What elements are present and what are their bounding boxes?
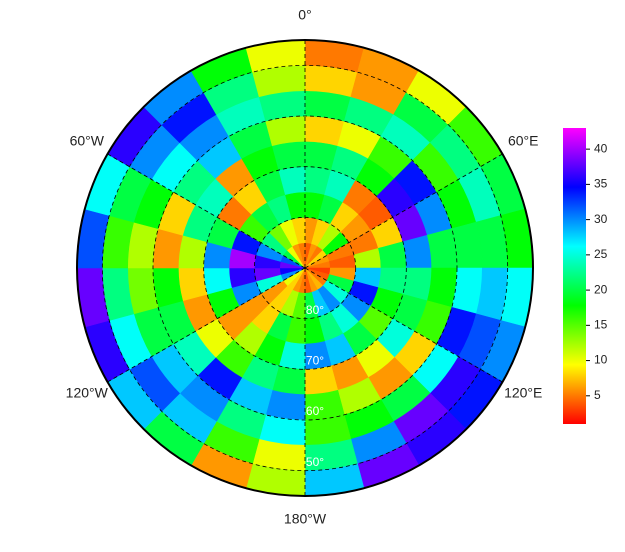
- grid-cell: [426, 267, 458, 308]
- meridian: [304, 267, 503, 383]
- colorbar-tick-label: 5: [594, 388, 601, 402]
- grid-cell: [426, 228, 458, 269]
- latitude-label: 50°: [306, 455, 324, 469]
- map-border: [76, 39, 534, 497]
- colorbar-tick-label: 15: [594, 318, 608, 332]
- longitude-label: 120°W: [66, 385, 109, 401]
- latitude-label: 70°: [306, 354, 324, 368]
- latitude-label: 60°: [306, 404, 324, 418]
- colorbar-tick-label: 20: [594, 282, 608, 296]
- latitude-label: 80°: [306, 303, 324, 317]
- parallel: [101, 64, 509, 472]
- longitude-label: 120°E: [504, 385, 542, 401]
- colorbar: [563, 128, 586, 424]
- colorbar-tick-label: 35: [594, 177, 608, 191]
- colorbar-tick-label: 40: [594, 141, 608, 155]
- parallel: [152, 115, 458, 421]
- longitude-label: 0°: [298, 7, 311, 23]
- grid-cell: [152, 267, 184, 308]
- grid-cell: [265, 115, 306, 147]
- longitude-label: 60°W: [70, 133, 105, 149]
- meridian: [107, 153, 306, 269]
- colorbar-tick-label: 10: [594, 353, 608, 367]
- graticule: [101, 40, 509, 496]
- parallel: [253, 216, 357, 320]
- parallel: [203, 166, 407, 370]
- meridian: [107, 267, 306, 383]
- colorbar-tick-label: 25: [594, 247, 608, 261]
- grid-cell: [152, 228, 184, 269]
- longitude-label: 60°E: [508, 133, 539, 149]
- meridian: [304, 153, 503, 269]
- longitude-label: 180°W: [284, 511, 327, 527]
- grid-cell: [304, 115, 345, 147]
- grid-cell: [265, 389, 306, 421]
- colorbar-tick-label: 30: [594, 212, 608, 226]
